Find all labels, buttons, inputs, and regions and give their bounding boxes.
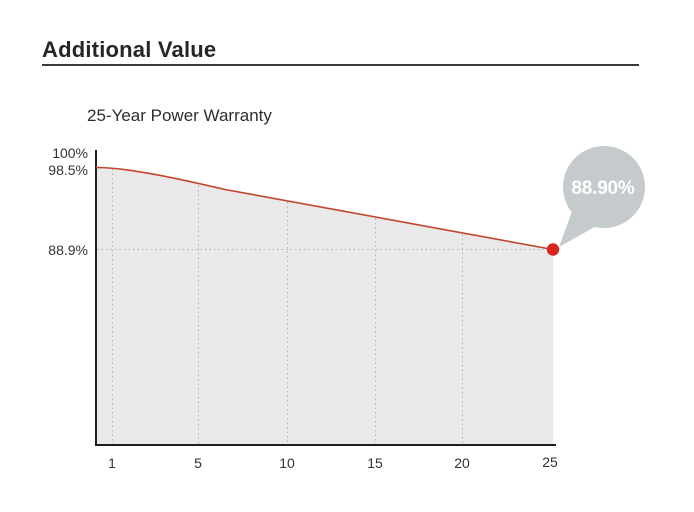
end-value-callout: 88.90% bbox=[559, 146, 645, 247]
x-tick-5: 5 bbox=[194, 455, 202, 471]
area-fill bbox=[95, 167, 553, 444]
page-title: Additional Value bbox=[42, 37, 217, 62]
x-tick-1: 1 bbox=[108, 455, 116, 471]
callout-bubble bbox=[563, 146, 645, 228]
y-tick-98-5pct: 98.5% bbox=[48, 162, 88, 178]
chart-title: 25-Year Power Warranty bbox=[87, 106, 272, 125]
callout-value-label: 88.90% bbox=[571, 178, 635, 199]
x-tick-labels: 1 5 10 15 20 25 bbox=[108, 454, 558, 471]
x-tick-10: 10 bbox=[279, 455, 295, 471]
y-tick-88-9pct: 88.9% bbox=[48, 242, 88, 258]
x-tick-20: 20 bbox=[454, 455, 470, 471]
callout-tail bbox=[559, 209, 598, 247]
x-tick-15: 15 bbox=[367, 455, 383, 471]
y-tick-100pct: 100% bbox=[52, 145, 88, 161]
title-underline bbox=[42, 64, 639, 66]
x-tick-25: 25 bbox=[542, 454, 558, 470]
y-tick-labels: 100% 98.5% 88.9% bbox=[48, 145, 88, 258]
end-point-dot bbox=[546, 243, 560, 256]
degradation-line bbox=[95, 166, 554, 251]
vertical-gridlines bbox=[112, 169, 463, 444]
